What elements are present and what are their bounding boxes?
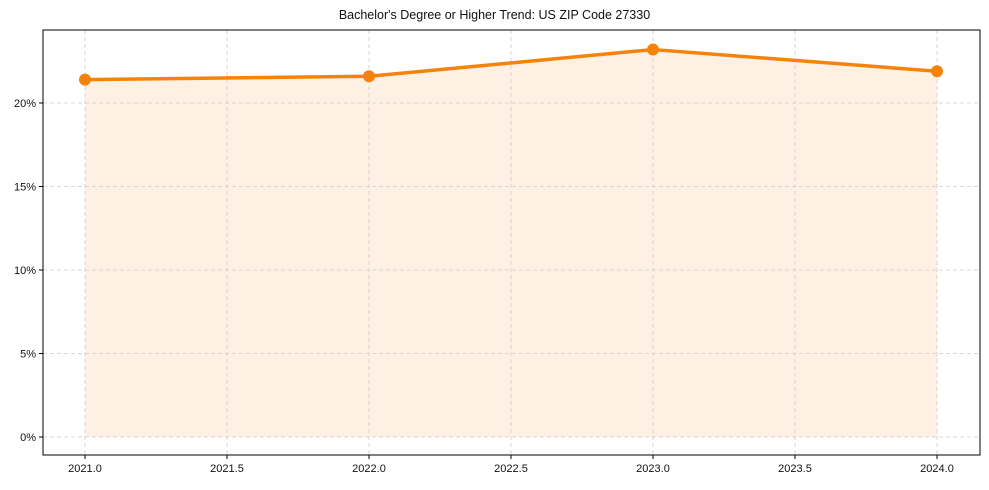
x-tick-label: 2022.0: [352, 463, 386, 475]
data-point-marker[interactable]: [363, 70, 375, 83]
data-point-marker[interactable]: [931, 65, 943, 78]
grid: [43, 30, 980, 455]
y-tick-label: 20%: [14, 98, 36, 110]
x-tick-label: 2021.5: [210, 463, 244, 475]
chart-title: Bachelor's Degree or Higher Trend: US ZI…: [338, 8, 651, 22]
y-tick-label: 5%: [20, 349, 36, 361]
y-tick-label: 0%: [20, 432, 36, 444]
x-tick-label: 2022.5: [494, 463, 528, 475]
x-tick-label: 2023.5: [778, 463, 812, 475]
x-tick-label: 2021.0: [68, 463, 102, 475]
y-axis: 0% 5% 10% 15% 20%: [14, 98, 43, 444]
y-tick-label: 15%: [14, 182, 36, 194]
x-axis: 2021.0 2021.5 2022.0 2022.5 2023.0 2023.5 2024…: [68, 455, 954, 475]
y-tick-label: 10%: [14, 265, 36, 277]
data-point-marker[interactable]: [79, 73, 91, 86]
data-line: [83, 47, 939, 82]
x-tick-label: 2023.0: [636, 463, 670, 475]
x-tick-label: 2024.0: [920, 463, 954, 475]
data-point-marker[interactable]: [647, 43, 659, 56]
